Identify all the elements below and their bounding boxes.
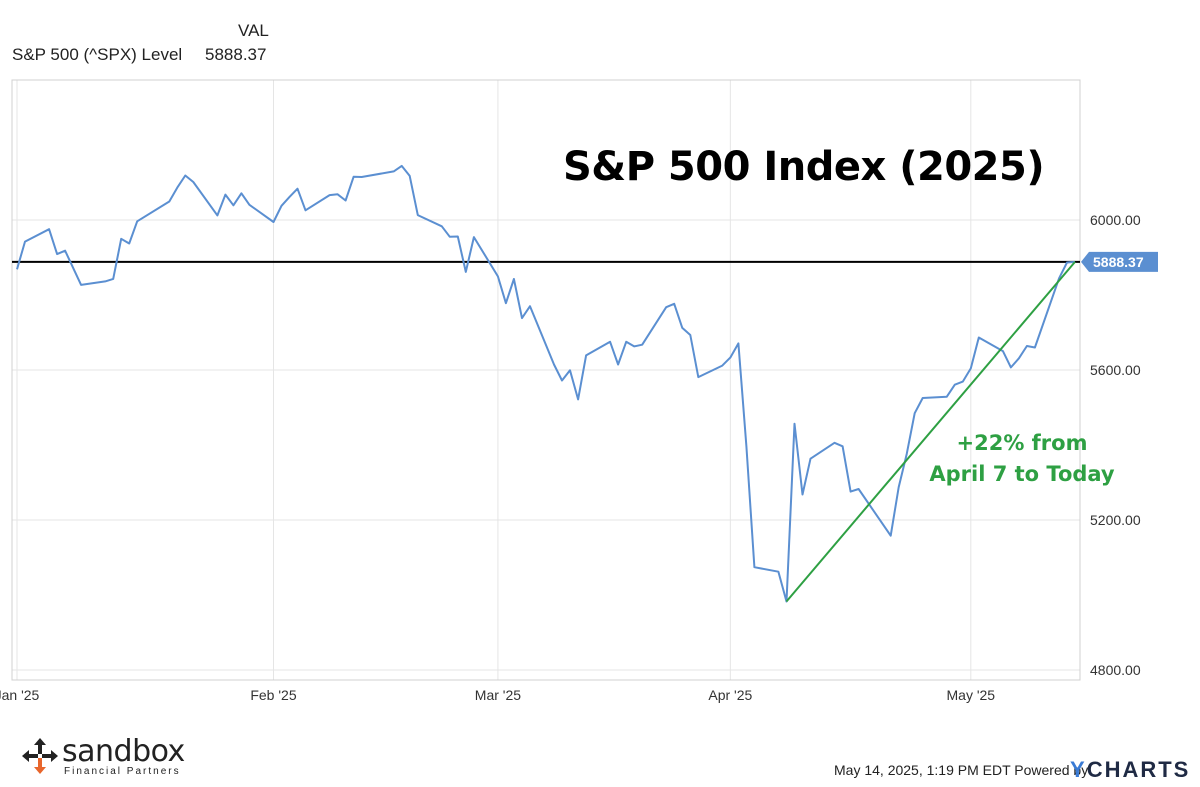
plot-frame [11,79,1081,681]
annotation-line-1: +22% from [956,431,1088,455]
x-tick-label: May '25 [947,687,996,703]
grid-lines [12,80,1080,680]
arrows-cross-icon [22,738,58,774]
x-tick-label: Jan '25 [0,687,40,703]
trend-line [785,261,1076,603]
trend-line-group [785,261,1076,603]
price-badge-group: 5888.37 [1081,251,1158,272]
logo-tagline: Financial Partners [64,766,181,777]
price-badge [1081,251,1158,272]
ycharts-rest: CHARTS [1086,757,1191,782]
powered-by-text: Powered by [1014,762,1089,778]
y-tick-label: 5600.00 [1090,362,1141,378]
y-axis: 4800.00 5200.00 5600.00 6000.00 [1090,212,1141,678]
annotation-line-2: April 7 to Today [929,462,1115,486]
legend-row: S&P 500 (^SPX) Level 5888.37 [12,45,266,65]
chart-title: S&P 500 Index (2025) [563,144,1045,190]
logo-name: sandbox [62,734,185,769]
ycharts-logo[interactable]: YCHARTS [1070,757,1190,783]
trend-annotation: +22% from April 7 to Today [922,428,1122,490]
price-badge-label: 5888.37 [1093,254,1144,270]
legend-series-name: S&P 500 (^SPX) Level [12,45,183,64]
y-tick-label: 5200.00 [1090,512,1141,528]
x-tick-label: Apr '25 [708,687,752,703]
x-tick-label: Feb '25 [250,687,296,703]
ycharts-y: Y [1070,757,1087,782]
timestamp-text: May 14, 2025, 1:19 PM EDT [834,762,1011,778]
y-tick-label: 6000.00 [1090,212,1141,228]
legend-series-value: 5888.37 [205,45,267,64]
x-tick-label: Mar '25 [475,687,521,703]
series-group [16,164,1076,603]
x-axis: Jan '25 Feb '25 Mar '25 Apr '25 May '25 [0,687,995,703]
legend-column-header: VAL [238,21,269,40]
y-tick-label: 4800.00 [1090,662,1141,678]
series-line [16,164,1076,603]
footer-timestamp: May 14, 2025, 1:19 PM EDT Powered by [834,762,1088,778]
plot-border [11,79,1081,681]
